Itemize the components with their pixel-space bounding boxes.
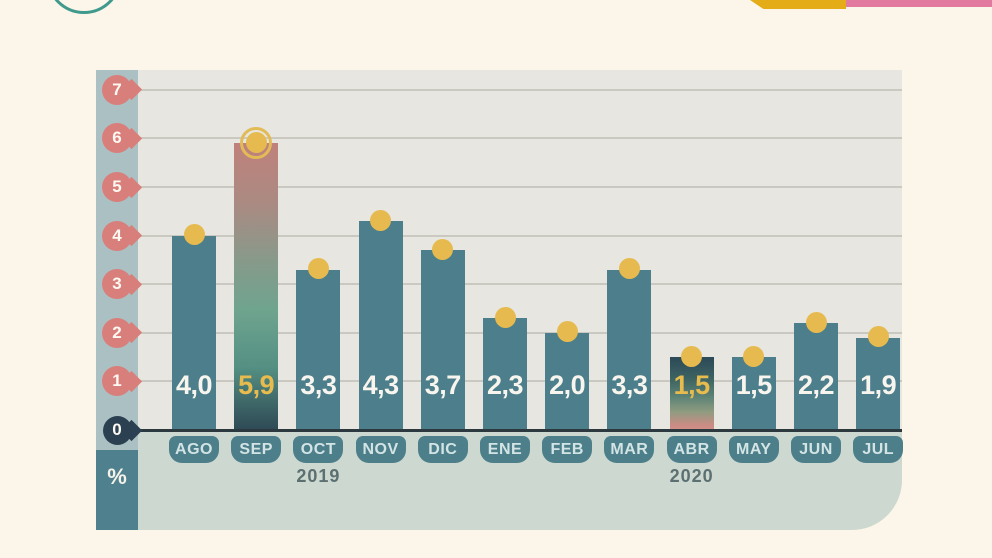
bar-ENE (483, 318, 527, 430)
bar-FEB (545, 332, 590, 430)
bar-JUN (794, 323, 838, 430)
month-tab-DIC: DIC (417, 436, 468, 463)
bar-DIC (420, 250, 465, 430)
marker-dot-MAR (618, 258, 640, 280)
month-tab-ABR: ABR (666, 436, 717, 463)
bar-value-JUL: 1,9 (860, 370, 897, 400)
marker-dot-JUN (805, 311, 827, 333)
bar-JUL (856, 337, 901, 430)
bar-value-FEB: 2,0 (549, 370, 586, 400)
month-tab-SEP: SEP (231, 436, 282, 463)
grid-line-7 (138, 88, 902, 91)
y-tick-pin-circle-0: 0 (102, 415, 132, 445)
month-tab-AGO: AGO (169, 436, 219, 463)
year-label-2019: 2019 (296, 466, 341, 486)
marker-dot-ENE (494, 306, 516, 328)
month-tab-FEB: FEB (542, 436, 593, 463)
bar-value-ABR: 1,5 (673, 370, 711, 400)
marker-ring-SEP (240, 127, 273, 160)
marker-dot-FEB (556, 321, 578, 343)
grid-line-5 (138, 186, 902, 188)
bar-value-AGO: 4,0 (175, 370, 213, 400)
marker-dot-SEP (245, 131, 267, 153)
month-tab-MAR: MAR (604, 436, 655, 463)
month-tab-MAY: MAY (728, 436, 779, 463)
year-label-2020: 2020 (669, 466, 714, 486)
y-tick-pin-circle-5: 5 (102, 172, 132, 202)
y-tick-pin-circle-7: 7 (102, 74, 132, 105)
y-tick-pin-circle-3: 3 (102, 269, 132, 300)
bar-ABR (669, 357, 714, 430)
bar-SEP (234, 143, 279, 430)
bar-value-NOV: 4,3 (362, 370, 400, 400)
month-tab-JUN: JUN (791, 436, 841, 463)
marker-dot-NOV (370, 209, 392, 231)
logo-arc-decoration (46, 0, 122, 14)
bar-value-ENE: 2,3 (486, 370, 524, 400)
marker-dot-ABR (681, 345, 703, 367)
bar-value-DIC: 3,7 (424, 370, 462, 400)
month-tab-NOV: NOV (355, 436, 406, 463)
grid-line-6 (138, 137, 902, 140)
y-axis-unit-label: % (96, 450, 138, 530)
bar-NOV (358, 221, 403, 430)
bar-OCT (296, 269, 341, 430)
grid-line-4 (138, 234, 902, 237)
x-axis-line (110, 429, 902, 432)
top-ribbon-yellow (750, 0, 846, 9)
month-tab-OCT: OCT (293, 436, 344, 463)
bar-value-JUN: 2,2 (797, 370, 835, 400)
month-tab-ENE: ENE (480, 436, 530, 463)
month-tab-JUL: JUL (853, 436, 904, 463)
marker-dot-JUL (867, 326, 889, 348)
bar-MAR (607, 269, 652, 430)
y-tick-pin-circle-2: 2 (102, 317, 132, 348)
bar-value-MAY: 1,5 (735, 370, 773, 400)
marker-dot-DIC (432, 238, 454, 260)
grid-line-3 (138, 283, 902, 286)
bar-MAY (731, 357, 776, 430)
y-tick-pin-circle-1: 1 (102, 366, 132, 397)
marker-dot-AGO (183, 224, 205, 246)
bar-value-OCT: 3,3 (300, 370, 337, 400)
marker-dot-MAY (743, 345, 765, 367)
y-tick-pin-circle-4: 4 (102, 220, 132, 251)
bar-value-SEP: 5,9 (238, 370, 275, 400)
top-ribbon-pink (846, 0, 992, 7)
marker-dot-OCT (307, 258, 329, 280)
bar-AGO (172, 235, 216, 430)
y-tick-pin-circle-6: 6 (102, 123, 132, 154)
bar-value-MAR: 3,3 (611, 370, 648, 400)
